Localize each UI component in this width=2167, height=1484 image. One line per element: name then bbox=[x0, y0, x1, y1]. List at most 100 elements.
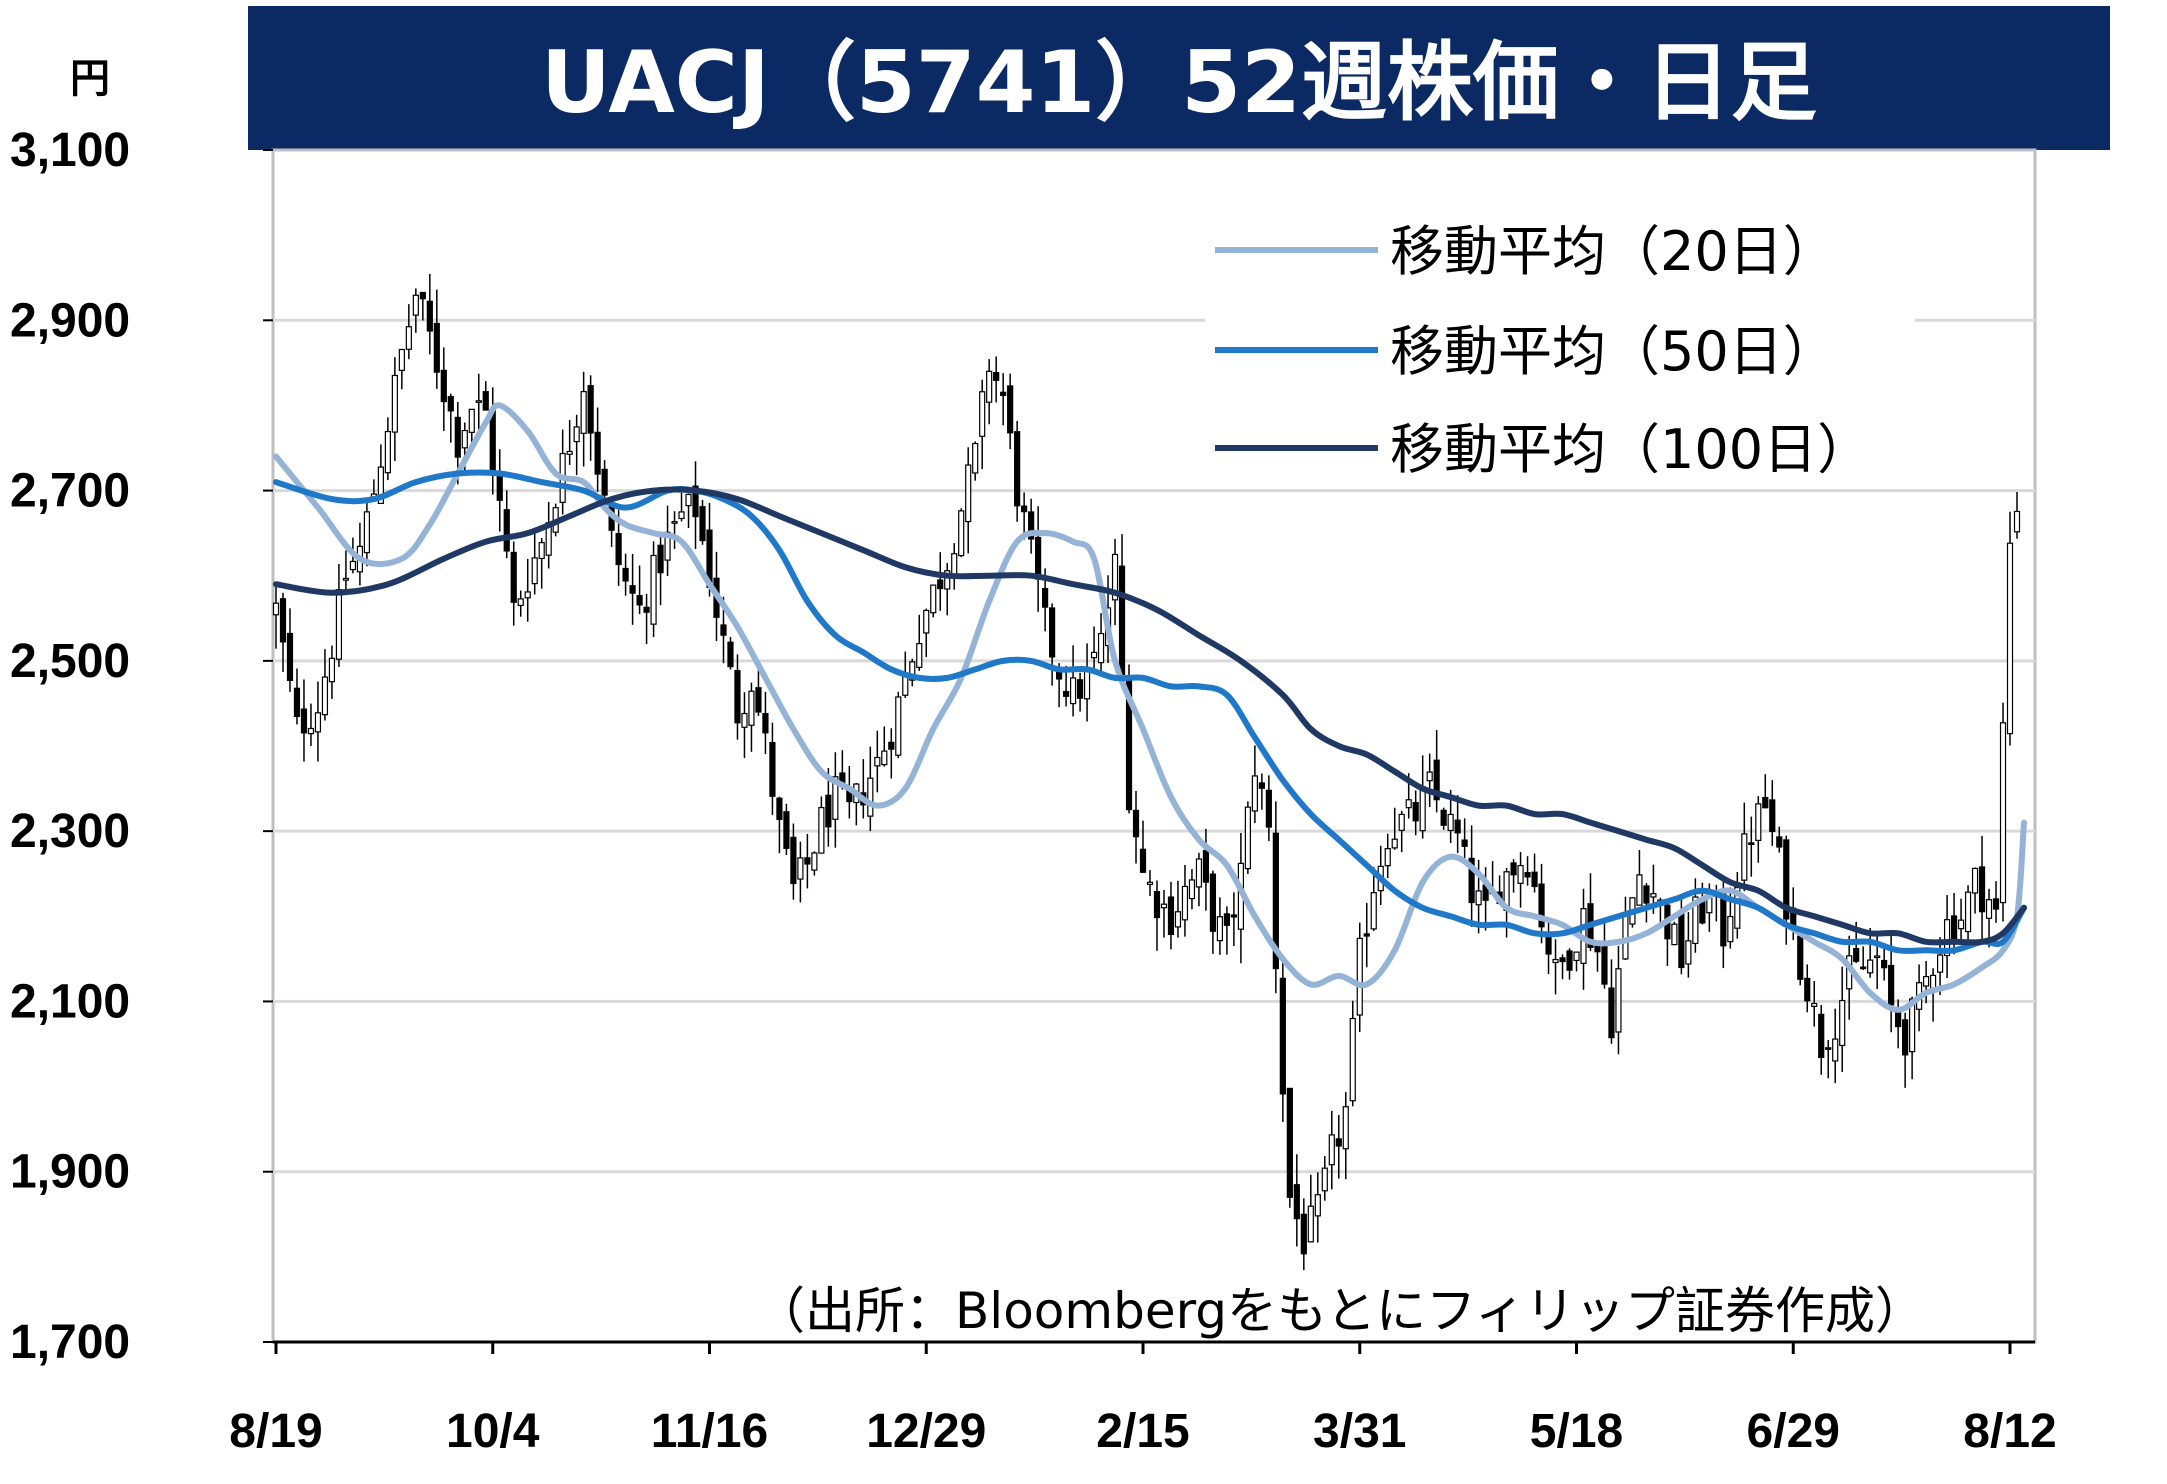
x-tick-label: 2/15 bbox=[1096, 1405, 1189, 1458]
x-tick-label: 6/29 bbox=[1747, 1405, 1840, 1458]
candlestick bbox=[1999, 702, 2007, 922]
candlestick bbox=[468, 408, 475, 444]
candlestick bbox=[440, 347, 447, 431]
candlestick bbox=[1216, 897, 1224, 955]
x-tick-label: 8/19 bbox=[229, 1405, 322, 1458]
candlestick bbox=[671, 511, 678, 549]
y-axis-ticks: 3,100 2,900 2,700 2,500 2,300 2,100 1,900 1,700 bbox=[10, 124, 273, 1369]
candlestick bbox=[643, 593, 650, 645]
candlestick bbox=[601, 460, 608, 500]
candlestick bbox=[377, 444, 384, 505]
candlestick bbox=[1049, 603, 1056, 686]
candlestick bbox=[1384, 833, 1391, 879]
candlestick bbox=[888, 728, 895, 779]
source-note: （出所：Bloombergをもとにフィリップ証券作成） bbox=[755, 1282, 1925, 1340]
candlestick bbox=[419, 291, 426, 321]
candlestick bbox=[895, 691, 902, 759]
chart-title: UACJ（5741）52週株価・日足 bbox=[541, 33, 1817, 133]
candlestick bbox=[1097, 613, 1105, 672]
candlestick bbox=[1748, 816, 1755, 877]
candlestick bbox=[958, 508, 965, 558]
candlestick bbox=[1174, 880, 1182, 938]
candlestick bbox=[1328, 1110, 1335, 1190]
candlestick bbox=[1825, 1039, 1832, 1079]
candlestick bbox=[286, 608, 294, 692]
candlestick bbox=[321, 649, 329, 721]
candlestick bbox=[1314, 1172, 1321, 1243]
x-tick-label: 12/29 bbox=[866, 1405, 986, 1458]
candlestick bbox=[1007, 373, 1014, 450]
candlestick bbox=[629, 553, 636, 625]
candlestick bbox=[1964, 885, 1972, 945]
candlestick bbox=[1398, 810, 1405, 853]
candlestick bbox=[1244, 801, 1251, 874]
candlestick bbox=[636, 565, 643, 615]
candlestick bbox=[1132, 790, 1140, 864]
candlestick bbox=[503, 490, 510, 559]
candlestick bbox=[776, 796, 783, 854]
candlestick bbox=[1524, 856, 1531, 886]
candlestick bbox=[1160, 889, 1168, 938]
candlestick bbox=[1272, 801, 1279, 994]
x-tick-label: 11/16 bbox=[651, 1405, 768, 1458]
candlestick bbox=[1000, 373, 1007, 426]
candlestick bbox=[923, 608, 930, 657]
candlestick bbox=[1279, 955, 1286, 1123]
candlestick bbox=[1573, 951, 1580, 972]
candlestick bbox=[1769, 780, 1776, 846]
candlestick bbox=[881, 726, 888, 767]
candlestick bbox=[657, 535, 664, 606]
candlestick bbox=[1167, 881, 1175, 950]
candlestick bbox=[1440, 807, 1447, 830]
candlestick bbox=[867, 746, 874, 832]
title-banner bbox=[248, 6, 2110, 150]
candlestick bbox=[1804, 964, 1811, 1013]
candlestick bbox=[804, 833, 811, 889]
y-tick-label: 3,100 bbox=[10, 124, 130, 177]
candlestick bbox=[622, 553, 629, 596]
candlestick bbox=[1021, 492, 1028, 540]
candlestick bbox=[1685, 912, 1692, 978]
candlestick bbox=[769, 722, 776, 816]
candlestick bbox=[1510, 859, 1517, 893]
candlestick bbox=[1251, 745, 1258, 824]
candlestick bbox=[930, 584, 937, 618]
y-tick-label: 1,700 bbox=[10, 1316, 130, 1369]
candlestick bbox=[1468, 825, 1475, 927]
legend-label: 移動平均（100日） bbox=[1390, 418, 1871, 481]
candlestick bbox=[1902, 1012, 1909, 1088]
candlestick bbox=[405, 304, 412, 360]
x-tick-label: 8/12 bbox=[1963, 1405, 2056, 1458]
candlestick bbox=[944, 562, 951, 616]
candlestick bbox=[1069, 645, 1077, 717]
y-tick-label: 2,100 bbox=[10, 975, 130, 1028]
candlestick bbox=[1909, 996, 1916, 1080]
candlestick bbox=[1300, 1198, 1307, 1271]
candlestick bbox=[874, 730, 881, 793]
candlestick bbox=[1307, 1174, 1314, 1243]
candlestick bbox=[818, 796, 825, 854]
candlestick bbox=[1349, 1000, 1356, 1107]
candlestick bbox=[741, 692, 748, 759]
candlestick bbox=[1832, 1008, 1839, 1084]
candlestick bbox=[1181, 864, 1189, 937]
candlestick bbox=[524, 558, 531, 622]
candlestick bbox=[1538, 863, 1545, 944]
legend-item-ma20: 移動平均（20日） bbox=[1205, 212, 1915, 288]
candlestick bbox=[965, 447, 972, 554]
candlestick bbox=[1559, 954, 1566, 980]
candlestick bbox=[1412, 790, 1419, 836]
candlestick bbox=[1335, 1115, 1342, 1179]
candlestick bbox=[1636, 849, 1643, 906]
candlestick bbox=[447, 393, 454, 443]
y-tick-label: 2,900 bbox=[10, 294, 130, 347]
legend-label: 移動平均（50日） bbox=[1390, 320, 1837, 383]
candlestick bbox=[748, 682, 755, 752]
candlestick bbox=[314, 681, 322, 762]
candlestick bbox=[342, 550, 350, 591]
candlestick bbox=[1531, 853, 1538, 893]
legend-item-ma100: 移動平均（100日） bbox=[1205, 410, 1915, 486]
candlestick bbox=[972, 441, 979, 481]
candlestick bbox=[993, 356, 1000, 403]
candlestick bbox=[1762, 774, 1769, 809]
